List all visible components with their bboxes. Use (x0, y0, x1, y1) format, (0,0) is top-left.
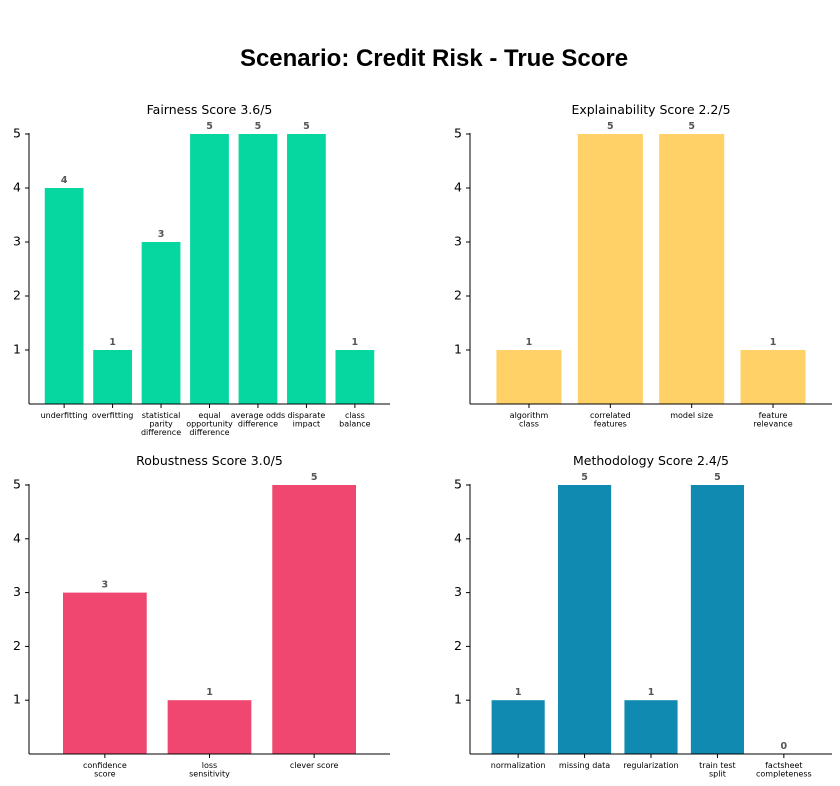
x-tick-label: normalization (491, 761, 546, 770)
value-label: 1 (515, 687, 522, 698)
value-label: 5 (688, 121, 695, 132)
bar (740, 350, 806, 404)
bar (63, 592, 147, 754)
bar (190, 134, 229, 404)
value-label: 1 (526, 337, 533, 348)
bar (287, 134, 326, 404)
y-tick-label: 5 (454, 126, 462, 141)
x-tick-label: average odds difference (231, 411, 286, 428)
x-tick-label: regularization (623, 761, 678, 770)
y-tick-label: 4 (454, 180, 462, 195)
y-tick-label: 4 (13, 530, 21, 545)
x-tick-label: model size (670, 411, 713, 420)
x-tick-label: class balance (339, 411, 371, 428)
x-tick-label: confidence score (83, 761, 127, 778)
x-tick-label: statistical parity difference (141, 411, 181, 437)
y-tick-label: 5 (454, 477, 462, 492)
value-label: 5 (255, 121, 262, 132)
value-label: 0 (781, 741, 788, 752)
y-tick-label: 2 (454, 638, 462, 653)
x-tick-label: feature relevance (753, 411, 792, 428)
y-tick-label: 3 (13, 234, 21, 249)
value-label: 3 (158, 229, 165, 240)
bar (93, 350, 132, 404)
x-tick-label: overfitting (92, 411, 134, 420)
bar (167, 700, 252, 754)
y-tick-label: 3 (454, 584, 462, 599)
y-tick-label: 2 (13, 288, 21, 303)
y-tick-label: 2 (454, 288, 462, 303)
x-tick-label: clever score (290, 761, 339, 770)
x-tick-label: loss sensitivity (189, 761, 230, 778)
y-tick-label: 1 (454, 692, 462, 707)
value-label: 1 (109, 337, 116, 348)
y-tick-label: 5 (13, 126, 21, 141)
y-tick-label: 1 (454, 342, 462, 357)
x-tick-label: missing data (559, 761, 610, 770)
subplot-title: Robustness Score 3.0/5 (136, 453, 283, 468)
subplot-title: Explainability Score 2.2/5 (571, 102, 730, 117)
bar (141, 242, 181, 404)
value-label: 5 (714, 472, 721, 483)
x-tick-label: correlated features (590, 411, 631, 428)
figure-title: Scenario: Credit Risk - True Score (240, 45, 628, 72)
value-label: 5 (607, 121, 614, 132)
bar (496, 350, 562, 404)
subplot-title: Methodology Score 2.4/5 (573, 453, 729, 468)
value-label: 1 (352, 337, 359, 348)
bar (690, 485, 744, 754)
value-label: 5 (581, 472, 588, 483)
y-tick-label: 1 (13, 342, 21, 357)
value-label: 1 (770, 337, 777, 348)
y-tick-label: 3 (454, 234, 462, 249)
x-tick-label: train test split (699, 761, 736, 778)
value-label: 5 (206, 121, 213, 132)
x-tick-label: algorithm class (510, 411, 549, 428)
bar (272, 485, 356, 754)
value-label: 4 (61, 175, 68, 186)
bar (335, 350, 375, 404)
y-tick-label: 4 (454, 530, 462, 545)
bar (491, 700, 545, 754)
y-tick-label: 4 (13, 180, 21, 195)
bar (659, 134, 725, 404)
bar (44, 188, 84, 404)
value-label: 5 (311, 472, 318, 483)
value-label: 3 (102, 580, 109, 591)
value-label: 1 (206, 687, 213, 698)
value-label: 5 (303, 121, 310, 132)
y-tick-label: 5 (13, 477, 21, 492)
bar (558, 485, 612, 754)
y-tick-label: 1 (13, 692, 21, 707)
bar (624, 700, 678, 754)
bar (238, 134, 278, 404)
x-tick-label: disparate impact (288, 411, 326, 428)
y-tick-label: 3 (13, 584, 21, 599)
value-label: 1 (648, 687, 655, 698)
x-tick-label: underfitting (41, 411, 88, 420)
y-tick-label: 2 (13, 638, 21, 653)
subplot-title: Fairness Score 3.6/5 (147, 102, 273, 117)
x-tick-label: equal opportunity difference (186, 411, 233, 437)
x-tick-label: factsheet completeness (756, 761, 812, 778)
bar (577, 134, 643, 404)
